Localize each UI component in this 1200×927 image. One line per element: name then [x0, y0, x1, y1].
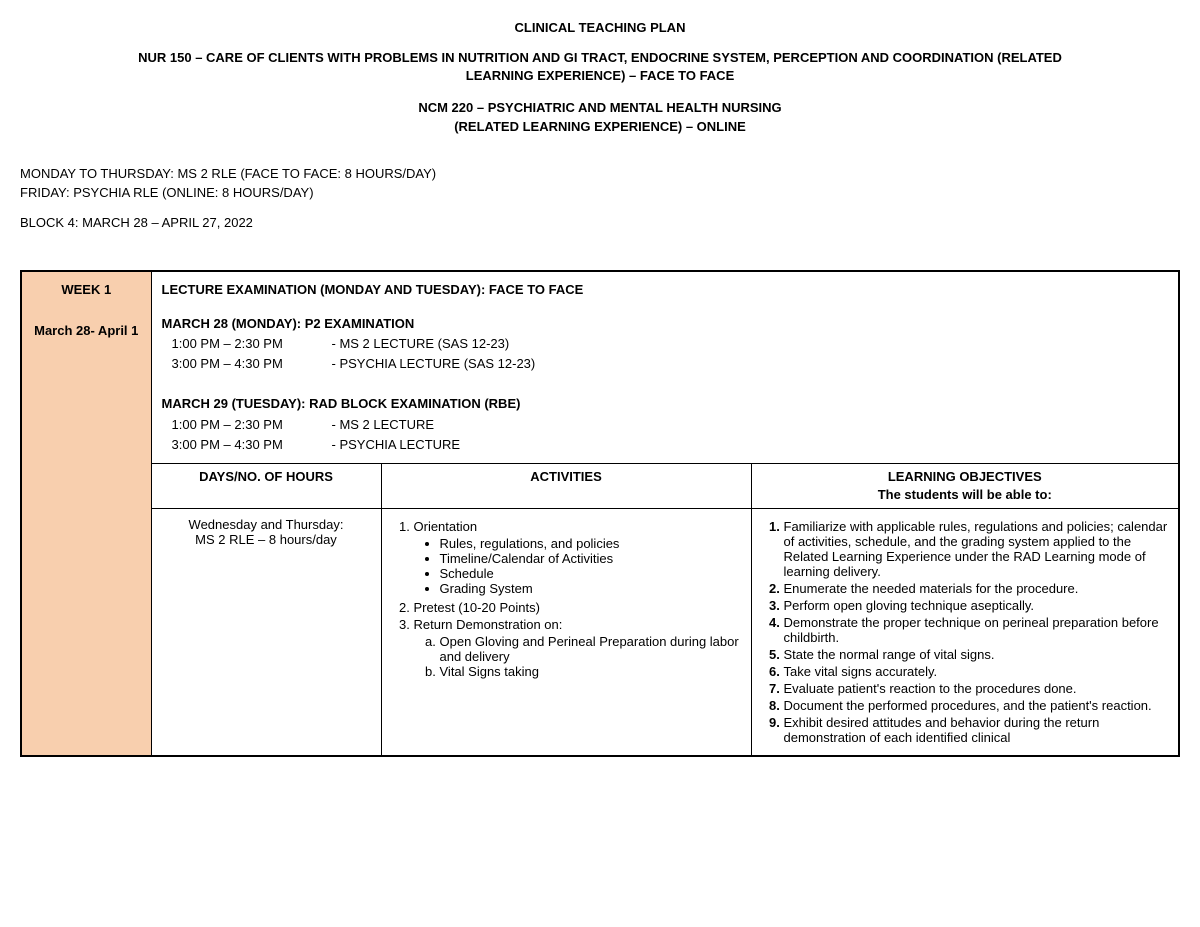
schedule-line-1: MONDAY TO THURSDAY: MS 2 RLE (FACE TO FA…: [20, 164, 1180, 184]
objective-item: Evaluate patient's reaction to the proce…: [784, 681, 1169, 696]
activity-item: Orientation Rules, regulations, and poli…: [414, 519, 741, 596]
course-2: NCM 220 – PSYCHIATRIC AND MENTAL HEALTH …: [20, 99, 1180, 135]
lecture-desc: - PSYCHIA LECTURE (SAS 12-23): [332, 354, 536, 374]
activity-item-3: Return Demonstration on:: [414, 617, 563, 632]
lecture-time: 3:00 PM – 4:30 PM: [162, 435, 332, 455]
activity-sub: Vital Signs taking: [440, 664, 741, 679]
lecture-exam-cell: LECTURE EXAMINATION (MONDAY AND TUESDAY)…: [151, 271, 1179, 464]
objectives-header-line-1: LEARNING OBJECTIVES: [888, 469, 1042, 484]
lecture-desc: - MS 2 LECTURE (SAS 12-23): [332, 334, 510, 354]
lecture-time: 1:00 PM – 2:30 PM: [162, 415, 332, 435]
course-2-line-1: NCM 220 – PSYCHIATRIC AND MENTAL HEALTH …: [418, 100, 781, 115]
activity-bullet: Grading System: [440, 581, 741, 596]
course-1-line-1: NUR 150 – CARE OF CLIENTS WITH PROBLEMS …: [138, 50, 1062, 65]
days-line-2: MS 2 RLE – 8 hours/day: [162, 532, 371, 547]
activity-bullet: Schedule: [440, 566, 741, 581]
activity-sub: Open Gloving and Perineal Preparation du…: [440, 634, 741, 664]
objective-item: State the normal range of vital signs.: [784, 647, 1169, 662]
course-1-line-2: LEARNING EXPERIENCE) – FACE TO FACE: [466, 68, 734, 83]
objective-item: Exhibit desired attitudes and behavior d…: [784, 715, 1169, 745]
schedule-line-2: FRIDAY: PSYCHIA RLE (ONLINE: 8 HOURS/DAY…: [20, 183, 1180, 203]
block-info: BLOCK 4: MARCH 28 – APRIL 27, 2022: [20, 215, 1180, 230]
main-title: CLINICAL TEACHING PLAN: [20, 20, 1180, 35]
document-header: CLINICAL TEACHING PLAN NUR 150 – CARE OF…: [20, 20, 1180, 136]
activity-item-1: Orientation: [414, 519, 478, 534]
week-label: WEEK 1: [32, 280, 141, 301]
course-1: NUR 150 – CARE OF CLIENTS WITH PROBLEMS …: [20, 49, 1180, 85]
days-cell: Wednesday and Thursday: MS 2 RLE – 8 hou…: [151, 509, 381, 757]
lecture-row: 3:00 PM – 4:30 PM - PSYCHIA LECTURE: [162, 435, 1169, 455]
col-activities-header: ACTIVITIES: [381, 463, 751, 508]
objective-item: Enumerate the needed materials for the p…: [784, 581, 1169, 596]
activity-bullet: Timeline/Calendar of Activities: [440, 551, 741, 566]
week-dates: March 28- April 1: [32, 321, 141, 342]
activity-item: Return Demonstration on: Open Gloving an…: [414, 617, 741, 679]
objective-item: Take vital signs accurately.: [784, 664, 1169, 679]
lecture-day1-title: MARCH 28 (MONDAY): P2 EXAMINATION: [162, 314, 1169, 334]
objective-item: Perform open gloving technique aseptical…: [784, 598, 1169, 613]
plan-table: WEEK 1 March 28- April 1 LECTURE EXAMINA…: [20, 270, 1180, 758]
activity-item: Pretest (10-20 Points): [414, 600, 741, 615]
lecture-row: 1:00 PM – 2:30 PM - MS 2 LECTURE: [162, 415, 1169, 435]
objective-item: Familiarize with applicable rules, regul…: [784, 519, 1169, 579]
lecture-row: 3:00 PM – 4:30 PM - PSYCHIA LECTURE (SAS…: [162, 354, 1169, 374]
activities-cell: Orientation Rules, regulations, and poli…: [381, 509, 751, 757]
course-2-line-2: (RELATED LEARNING EXPERIENCE) – ONLINE: [454, 119, 746, 134]
lecture-time: 3:00 PM – 4:30 PM: [162, 354, 332, 374]
lecture-desc: - PSYCHIA LECTURE: [332, 435, 461, 455]
schedule-info: MONDAY TO THURSDAY: MS 2 RLE (FACE TO FA…: [20, 164, 1180, 203]
lecture-desc: - MS 2 LECTURE: [332, 415, 435, 435]
activity-bullet: Rules, regulations, and policies: [440, 536, 741, 551]
lecture-heading: LECTURE EXAMINATION (MONDAY AND TUESDAY)…: [162, 280, 1169, 300]
objective-item: Document the performed procedures, and t…: [784, 698, 1169, 713]
col-days-header: DAYS/NO. OF HOURS: [151, 463, 381, 508]
lecture-row: 1:00 PM – 2:30 PM - MS 2 LECTURE (SAS 12…: [162, 334, 1169, 354]
objectives-header-line-2: The students will be able to:: [878, 487, 1052, 502]
lecture-day2-title: MARCH 29 (TUESDAY): RAD BLOCK EXAMINATIO…: [162, 394, 1169, 414]
objective-item: Demonstrate the proper technique on peri…: [784, 615, 1169, 645]
lecture-time: 1:00 PM – 2:30 PM: [162, 334, 332, 354]
week-cell: WEEK 1 March 28- April 1: [21, 271, 151, 757]
objectives-cell: Familiarize with applicable rules, regul…: [751, 509, 1179, 757]
col-objectives-header: LEARNING OBJECTIVES The students will be…: [751, 463, 1179, 508]
days-line-1: Wednesday and Thursday:: [162, 517, 371, 532]
